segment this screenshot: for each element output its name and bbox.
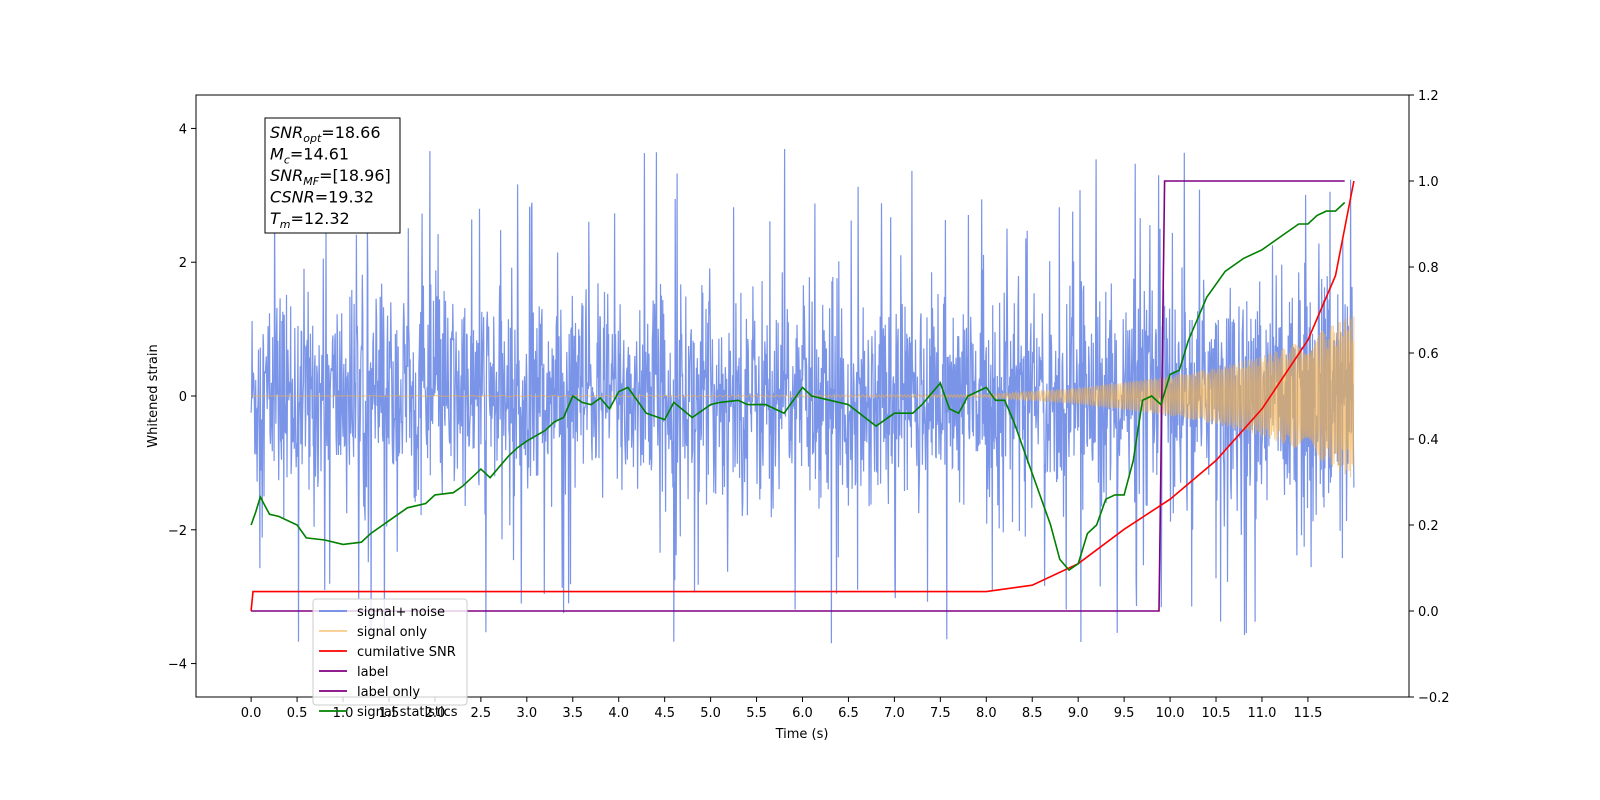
series-cumilative-snr-line bbox=[250, 180, 1355, 612]
x-tick-label: 2.5 bbox=[471, 706, 492, 721]
series-signal-only-line bbox=[251, 315, 1355, 478]
x-tick-label: 5.5 bbox=[746, 706, 767, 721]
x-tick-label: 7.5 bbox=[930, 706, 951, 721]
series-layer bbox=[250, 148, 1355, 644]
x-tick-label: 4.5 bbox=[654, 706, 675, 721]
annotation-text: Mc=14.61 bbox=[270, 145, 349, 167]
y2-tick-label: −0.2 bbox=[1418, 691, 1450, 706]
x-tick-label: 4.0 bbox=[608, 706, 629, 721]
y-tick-label: 4 bbox=[179, 122, 187, 137]
x-tick-label: 0.0 bbox=[241, 706, 262, 721]
legend-label-signal-only: signal only bbox=[357, 625, 427, 640]
annotation-frame bbox=[264, 117, 401, 234]
legend: signal+ noise signal only cumilative SNR la… bbox=[312, 598, 468, 720]
x-tick-label: 1.5 bbox=[379, 706, 400, 721]
y-axis-left: 4 2 0 −2 −4 bbox=[168, 122, 196, 673]
x-tick-label: 9.0 bbox=[1068, 706, 1089, 721]
x-tick-label: 9.5 bbox=[1114, 706, 1135, 721]
y2-tick-label: 0.4 bbox=[1418, 433, 1439, 448]
y-axis-right: 1.2 1.0 0.8 0.6 0.4 0.2 0.0 −0.2 bbox=[1409, 89, 1450, 706]
x-axis: 0.0 0.5 1.0 1.5 2.0 2.5 3.0 3.5 4.0 4.5 5.0 5.5 6.0 6… bbox=[241, 697, 1322, 721]
legend-label-label-only: label only bbox=[357, 685, 420, 700]
x-tick-label: 11.0 bbox=[1247, 706, 1276, 721]
y-axis-label: Whitened strain bbox=[146, 344, 161, 447]
annotation-text: SNRMF=[18.96] bbox=[270, 166, 391, 188]
legend-label-signal-noise: signal+ noise bbox=[357, 605, 445, 620]
x-tick-label: 0.5 bbox=[287, 706, 308, 721]
x-tick-label: 3.5 bbox=[562, 706, 583, 721]
y2-tick-label: 0.6 bbox=[1418, 347, 1439, 362]
y-tick-label: −4 bbox=[168, 658, 187, 673]
legend-frame bbox=[312, 598, 468, 706]
x-tick-label: 6.5 bbox=[838, 706, 859, 721]
annotation-text: Tm=12.32 bbox=[270, 209, 350, 231]
legend-label-cumilative-snr: cumilative SNR bbox=[357, 645, 456, 660]
x-tick-label: 5.0 bbox=[700, 706, 721, 721]
x-tick-label: 10.5 bbox=[1202, 706, 1231, 721]
x-tick-label: 11.5 bbox=[1293, 706, 1322, 721]
annotation-text: CSNR=19.32 bbox=[270, 188, 374, 207]
y2-tick-label: 0.8 bbox=[1418, 261, 1439, 276]
x-tick-label: 2.0 bbox=[425, 706, 446, 721]
legend-label-signal-statistics: signal statistics bbox=[357, 705, 458, 720]
y-tick-label: 2 bbox=[179, 256, 187, 271]
x-tick-label: 8.0 bbox=[976, 706, 997, 721]
x-tick-label: 10.0 bbox=[1156, 706, 1185, 721]
x-tick-label: 6.0 bbox=[792, 706, 813, 721]
x-tick-label: 3.0 bbox=[516, 706, 537, 721]
annotation-box: SNRopt=18.66Mc=14.61SNRMF=[18.96]CSNR=19… bbox=[264, 117, 401, 234]
y-tick-label: 0 bbox=[179, 390, 187, 405]
y2-tick-label: 0.2 bbox=[1418, 519, 1439, 534]
annotation-text: SNRopt=18.66 bbox=[270, 123, 381, 145]
series-signal-statistics-line bbox=[250, 201, 1346, 572]
x-tick-label: 8.5 bbox=[1022, 706, 1043, 721]
x-tick-label: 7.0 bbox=[884, 706, 905, 721]
series-label-line bbox=[251, 180, 1345, 612]
x-axis-label: Time (s) bbox=[775, 727, 829, 742]
y2-tick-label: 0.0 bbox=[1418, 605, 1439, 620]
legend-label-label: label bbox=[357, 665, 388, 680]
x-tick-label: 1.0 bbox=[333, 706, 354, 721]
y2-tick-label: 1.0 bbox=[1418, 175, 1439, 190]
y2-tick-label: 1.2 bbox=[1418, 89, 1439, 104]
y-tick-label: −2 bbox=[168, 524, 187, 539]
